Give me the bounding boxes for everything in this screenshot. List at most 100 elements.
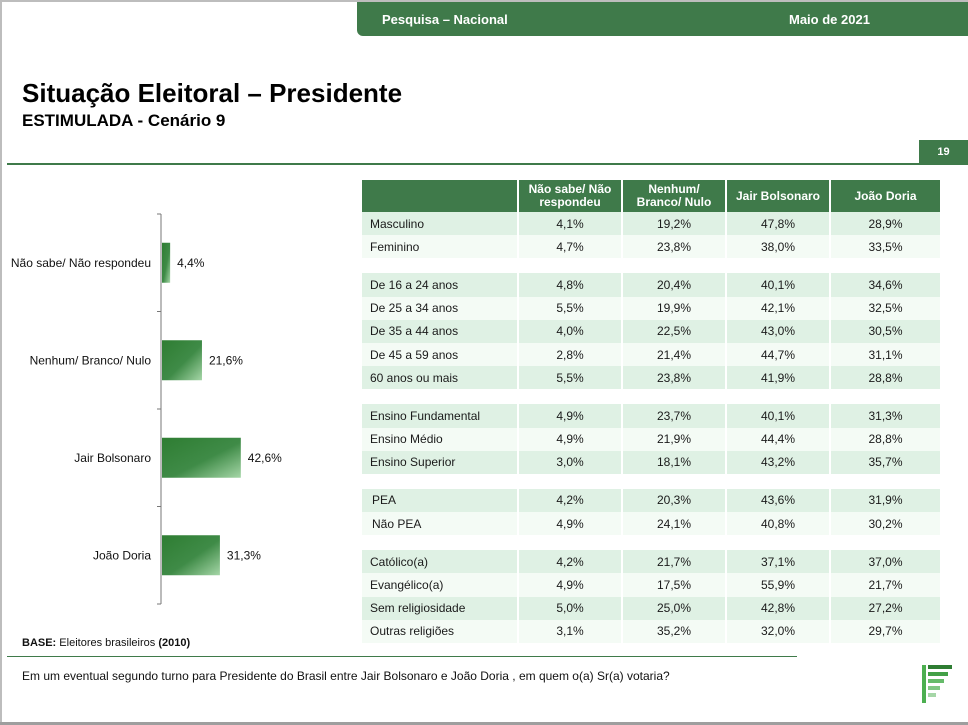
survey-question: Em um eventual segundo turno para Presid… <box>22 669 670 683</box>
table-row: 60 anos ou mais 5,5% 23,8% 41,9% 28,8% <box>362 366 940 390</box>
table-cell: 4,9% <box>517 427 622 451</box>
category-label: João Doria <box>93 548 151 562</box>
base-label: BASE: <box>22 637 57 649</box>
table-cell: 5,0% <box>517 596 622 620</box>
column-header: João Doria <box>829 180 940 212</box>
row-label: De 35 a 44 anos <box>362 319 518 343</box>
column-header: Não sabe/ Não respondeu <box>517 180 622 212</box>
table-row: De 16 a 24 anos 4,8% 20,4% 40,1% 34,6% <box>362 273 940 297</box>
table-cell: 19,2% <box>621 212 726 236</box>
table-cell: 4,0% <box>517 319 622 343</box>
table-cell: 47,8% <box>725 212 830 236</box>
page-subtitle: ESTIMULADA - Cenário 9 <box>22 111 226 130</box>
table-cell: 4,2% <box>517 488 622 513</box>
table-cell: 37,1% <box>725 550 830 574</box>
spacer-cell <box>362 258 940 274</box>
table-cell: 40,8% <box>725 512 830 536</box>
table-cell: 21,9% <box>621 427 726 451</box>
table-row: Masculino 4,1% 19,2% 47,8% 28,9% <box>362 212 940 236</box>
table-cell: 21,7% <box>829 573 940 597</box>
base-year: (2010) <box>158 637 191 649</box>
footer-rule <box>7 656 797 657</box>
table-cell: 42,8% <box>725 596 830 620</box>
table-cell: 23,8% <box>621 366 726 390</box>
table-cell: 44,7% <box>725 342 830 367</box>
table-cell: 2,8% <box>517 342 622 367</box>
row-label: De 25 a 34 anos <box>362 296 518 320</box>
table-cell: 35,7% <box>829 450 940 474</box>
bar <box>162 242 171 283</box>
row-label: Outras religiões <box>362 619 518 643</box>
category-label: Jair Bolsonaro <box>74 451 151 465</box>
table-cell: 3,0% <box>517 450 622 474</box>
table-cell: 23,8% <box>621 235 726 259</box>
spacer-cell <box>362 473 940 489</box>
frame-bottom <box>0 722 968 725</box>
table-row: Ensino Superior 3,0% 18,1% 43,2% 35,7% <box>362 450 940 474</box>
group-spacer <box>362 389 940 405</box>
table-cell: 32,0% <box>725 619 830 643</box>
row-label: De 45 a 59 anos <box>362 342 518 367</box>
table-cell: 31,9% <box>829 488 940 513</box>
table-row: Outras religiões 3,1% 35,2% 32,0% 29,7% <box>362 619 940 643</box>
top-banner: Pesquisa – Nacional Maio de 2021 <box>357 2 968 36</box>
table-cell: 43,6% <box>725 488 830 513</box>
table-row: Feminino 4,7% 23,8% 38,0% 33,5% <box>362 235 940 259</box>
bar-chart: Não sabe/ Não respondeu 4,4% Nenhum/ Branc… <box>11 213 282 605</box>
table-cell: 55,9% <box>725 573 830 597</box>
table-cell: 4,9% <box>517 573 622 597</box>
table-cell: 38,0% <box>725 235 830 259</box>
table-cell: 4,8% <box>517 273 622 297</box>
table-cell: 4,7% <box>517 235 622 259</box>
table-row: De 35 a 44 anos 4,0% 22,5% 43,0% 30,5% <box>362 319 940 343</box>
table-cell: 23,7% <box>621 404 726 428</box>
page-title: Situação Eleitoral – Presidente <box>22 78 403 108</box>
table-cell: 22,5% <box>621 319 726 343</box>
row-label: 60 anos ou mais <box>362 366 518 390</box>
table-cell: 5,5% <box>517 366 622 390</box>
table-cell: 30,2% <box>829 512 940 536</box>
table-row: Evangélico(a) 4,9% 17,5% 55,9% 21,7% <box>362 573 940 597</box>
table-cell: 21,4% <box>621 342 726 367</box>
table-cell: 24,1% <box>621 512 726 536</box>
table-cell: 18,1% <box>621 450 726 474</box>
table-row: Ensino Fundamental 4,9% 23,7% 40,1% 31,3% <box>362 404 940 428</box>
table-cell: 4,2% <box>517 550 622 574</box>
table-cell: 28,9% <box>829 212 940 236</box>
table-row: De 45 a 59 anos 2,8% 21,4% 44,7% 31,1% <box>362 342 940 367</box>
table-row: Ensino Médio 4,9% 21,9% 44,4% 28,8% <box>362 427 940 451</box>
table-cell: 41,9% <box>725 366 830 390</box>
table-row: PEA 4,2% 20,3% 43,6% 31,9% <box>362 488 940 513</box>
table-cell: 30,5% <box>829 319 940 343</box>
table-cell: 37,0% <box>829 550 940 574</box>
base-note: BASE: Eleitores brasileiros (2010) <box>22 637 190 649</box>
table-cell: 21,7% <box>621 550 726 574</box>
bar <box>162 437 241 478</box>
row-label: Evangélico(a) <box>362 573 518 597</box>
table-cell: 20,3% <box>621 488 726 513</box>
value-label: 21,6% <box>209 353 243 367</box>
group-spacer <box>362 473 940 489</box>
column-header: Jair Bolsonaro <box>725 180 830 212</box>
table-cell: 17,5% <box>621 573 726 597</box>
value-label: 4,4% <box>177 256 205 270</box>
table-cell: 28,8% <box>829 366 940 390</box>
table-cell: 33,5% <box>829 235 940 259</box>
table-cell: 31,3% <box>829 404 940 428</box>
table-cell: 25,0% <box>621 596 726 620</box>
table-cell: 3,1% <box>517 619 622 643</box>
header-rule <box>7 163 968 165</box>
table-cell: 4,9% <box>517 512 622 536</box>
frame-top <box>0 0 968 2</box>
table-cell: 20,4% <box>621 273 726 297</box>
base-text: Eleitores brasileiros <box>59 637 156 649</box>
group-spacer <box>362 258 940 274</box>
page-number: 19 <box>919 140 968 164</box>
row-label: Ensino Superior <box>362 450 518 474</box>
value-label: 31,3% <box>227 548 261 562</box>
table-row: Sem religiosidade 5,0% 25,0% 42,8% 27,2% <box>362 596 940 620</box>
spacer-cell <box>362 535 940 551</box>
table-cell: 31,1% <box>829 342 940 367</box>
survey-date: Maio de 2021 <box>789 12 870 27</box>
header-corner <box>362 180 518 212</box>
